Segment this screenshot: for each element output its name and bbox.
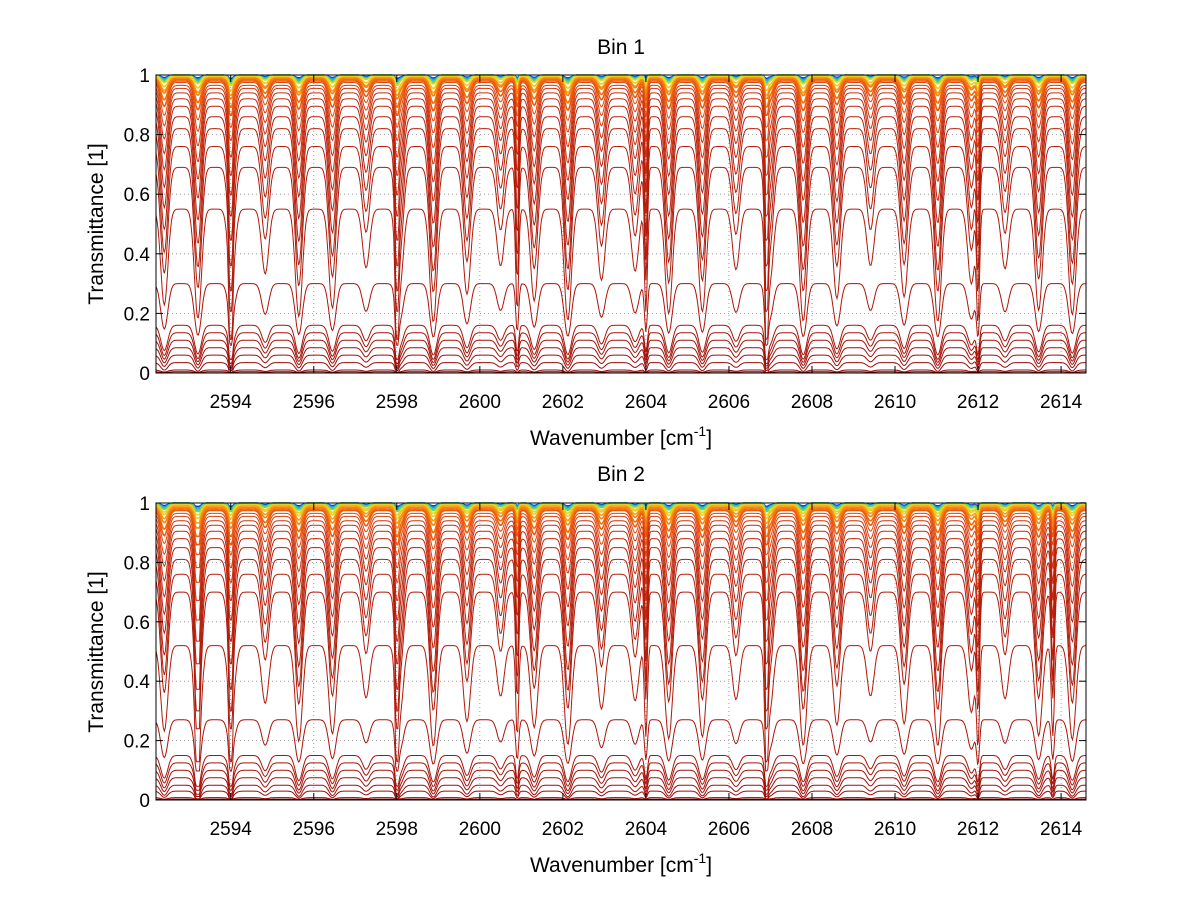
series-line [155, 146, 1087, 291]
y-tick-label: 0.2 [124, 304, 150, 325]
tick-marks: 2594 2596 2598 2600 2602 2604 2606 2608 2610 2612… [124, 494, 1086, 840]
x-tick-label: 2610 [874, 392, 916, 413]
series-line [155, 283, 1087, 346]
series-line [155, 515, 1086, 569]
series-line [155, 547, 1087, 665]
series-line [155, 339, 1087, 367]
x-tick-label: 2612 [957, 819, 999, 840]
tick-marks: 2594 2596 2598 2600 2602 2604 2606 2608 2610 2612… [124, 66, 1086, 413]
x-tick-label: 2606 [708, 392, 750, 413]
y-tick-label: 0.8 [124, 126, 150, 147]
x-tick-label: 2608 [791, 819, 833, 840]
x-tick-label: 2612 [957, 392, 999, 413]
series-line [155, 362, 1086, 374]
x-tick-label: 2600 [459, 819, 501, 840]
x-tick-label: 2600 [459, 392, 501, 413]
series-line [155, 509, 1087, 546]
x-tick-label: 2596 [293, 819, 335, 840]
series-line [155, 512, 1086, 555]
x-tick-label: 2602 [542, 819, 584, 840]
series-line [155, 755, 1086, 787]
series-line [155, 92, 1087, 176]
x-axis-label: Wavenumber [cm-1] [530, 423, 712, 450]
series-line [155, 777, 1086, 797]
x-tick-label: 2594 [210, 392, 253, 413]
axes-frame [155, 74, 1087, 374]
series-line [155, 87, 1087, 158]
series-line [155, 797, 1086, 801]
x-tick-label: 2598 [376, 392, 418, 413]
series-line [155, 769, 1086, 795]
x-tick-label: 2604 [625, 392, 668, 413]
y-tick-label: 0 [139, 791, 150, 812]
series-line [156, 371, 1086, 374]
y-axis-label: Transmittance [1] [85, 143, 108, 304]
series-line [155, 166, 1087, 312]
y-tick-label: 0 [139, 364, 150, 385]
series-line [155, 784, 1086, 800]
series-line [155, 105, 1087, 217]
series-line [155, 573, 1087, 712]
x-tick-label: 2604 [625, 819, 668, 840]
x-tick-label: 2602 [542, 392, 584, 413]
series-line [155, 354, 1086, 371]
series-line [155, 80, 1086, 116]
series-line [155, 798, 1086, 801]
series-line [155, 77, 1086, 100]
y-tick-label: 1 [139, 494, 150, 515]
y-tick-label: 1 [139, 66, 150, 87]
axes-frame [155, 502, 1087, 801]
series-line [155, 762, 1086, 791]
y-axis-label: Transmittance [1] [85, 571, 108, 732]
series-line [155, 98, 1087, 196]
x-tick-label: 2614 [1040, 819, 1083, 840]
y-tick-label: 0.4 [124, 672, 151, 693]
series-line [155, 82, 1086, 128]
series-line [155, 78, 1086, 108]
series-line [155, 324, 1087, 361]
x-tick-label: 2594 [210, 819, 253, 840]
series-line [155, 208, 1087, 340]
series-group [155, 502, 1087, 801]
series-line [155, 84, 1086, 141]
series-line [155, 645, 1087, 763]
series-line [155, 128, 1087, 267]
y-tick-label: 0.8 [124, 553, 150, 574]
series-line [155, 116, 1087, 241]
series-line [155, 524, 1087, 601]
series-line [155, 591, 1087, 730]
series-line [155, 369, 1086, 374]
subplot-bin-1: Bin 1 2594 2596 2598 2600 2602 2604 2606 2608 26… [85, 36, 1087, 450]
x-axis-label: Wavenumber [cm-1] [530, 850, 712, 877]
plot-title: Bin 2 [597, 463, 645, 486]
series-line [155, 347, 1086, 369]
x-tick-label: 2610 [874, 819, 916, 840]
series-line [155, 505, 1086, 524]
y-tick-label: 0.4 [124, 245, 151, 266]
series-line [155, 503, 1086, 519]
series-line [155, 508, 1086, 538]
series-line [155, 790, 1086, 801]
series-line [155, 558, 1087, 690]
series-group [155, 74, 1087, 374]
series-line [155, 506, 1086, 529]
y-tick-label: 0.6 [124, 613, 150, 634]
y-tick-label: 0.6 [124, 185, 150, 206]
x-tick-label: 2614 [1040, 392, 1083, 413]
x-tick-label: 2598 [376, 819, 418, 840]
series-line [155, 530, 1086, 621]
series-line [155, 538, 1087, 642]
x-tick-label: 2608 [791, 392, 833, 413]
series-line [155, 75, 1086, 91]
subplot-bin-2: Bin 2 2594 2596 2598 2600 2602 2604 2606 2608 26… [85, 463, 1087, 877]
y-tick-label: 0.2 [124, 732, 150, 753]
series-line [155, 719, 1087, 772]
plot-title: Bin 1 [597, 36, 645, 59]
x-tick-label: 2596 [293, 392, 335, 413]
series-line [155, 332, 1086, 365]
series-line [155, 520, 1087, 583]
x-tick-label: 2606 [708, 819, 750, 840]
